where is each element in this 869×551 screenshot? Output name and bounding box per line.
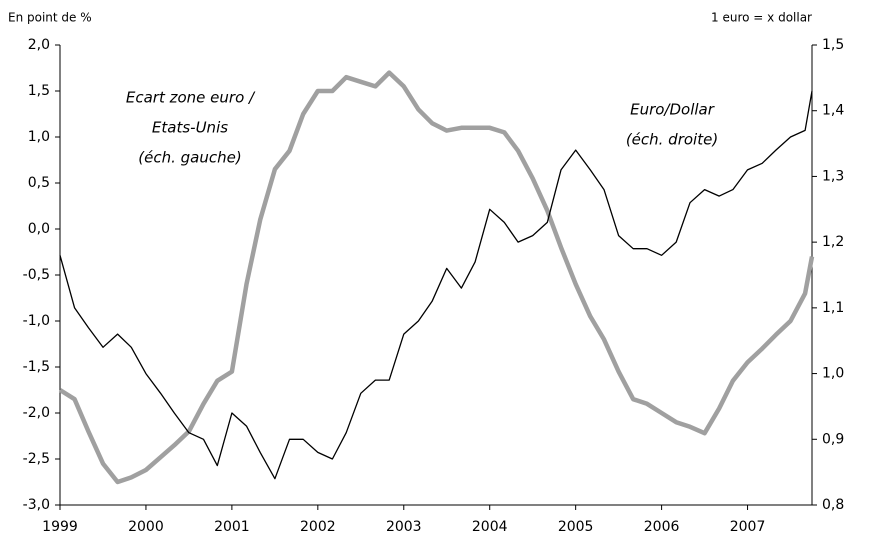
annotation: (éch. droite) <box>626 131 718 149</box>
y2-tick-label: 0,9 <box>822 431 844 447</box>
y-tick-label: -2,5 <box>23 451 50 467</box>
y-tick-label: -1,0 <box>23 313 50 329</box>
x-tick-label: 2004 <box>472 519 508 535</box>
y-tick-label: 1,0 <box>28 129 50 145</box>
annotation: Etats-Unis <box>152 119 228 137</box>
series-line <box>59 90 813 480</box>
y-tick-label: -2,0 <box>23 405 50 421</box>
y2-tick-label: 0,8 <box>822 497 844 513</box>
y2-tick-label: 1,2 <box>822 234 844 250</box>
x-tick-label: 2003 <box>386 519 422 535</box>
x-tick-label: 2007 <box>730 519 766 535</box>
series-line <box>58 70 815 485</box>
x-tick-label: 2000 <box>128 519 164 535</box>
x-tick-label: 2001 <box>214 519 250 535</box>
y-tick-label: -1,5 <box>23 359 50 375</box>
x-tick-label: 2002 <box>300 519 336 535</box>
y2-tick-label: 1,1 <box>822 300 844 316</box>
annotation: Ecart zone euro / <box>126 89 256 107</box>
y2-tick-label: 1,4 <box>822 103 844 119</box>
y-tick-label: 0,0 <box>28 221 50 237</box>
annotation: Euro/Dollar <box>630 101 715 119</box>
x-tick-label: 1999 <box>42 519 78 535</box>
y-tick-label: -0,5 <box>23 267 50 283</box>
y-tick-label: 1,5 <box>28 83 50 99</box>
y-tick-label: 2,0 <box>28 37 50 53</box>
left-axis-label: En point de % <box>8 11 92 25</box>
y2-tick-label: 1,5 <box>822 37 844 53</box>
y2-tick-label: 1,3 <box>822 168 844 184</box>
y-tick-label: -3,0 <box>23 497 50 513</box>
y-tick-label: 0,5 <box>28 175 50 191</box>
x-tick-label: 2005 <box>558 519 594 535</box>
y2-tick-label: 1,0 <box>822 366 844 382</box>
right-axis-label: 1 euro = x dollar <box>711 11 812 25</box>
x-tick-label: 2006 <box>644 519 680 535</box>
annotation: (éch. gauche) <box>138 149 241 167</box>
